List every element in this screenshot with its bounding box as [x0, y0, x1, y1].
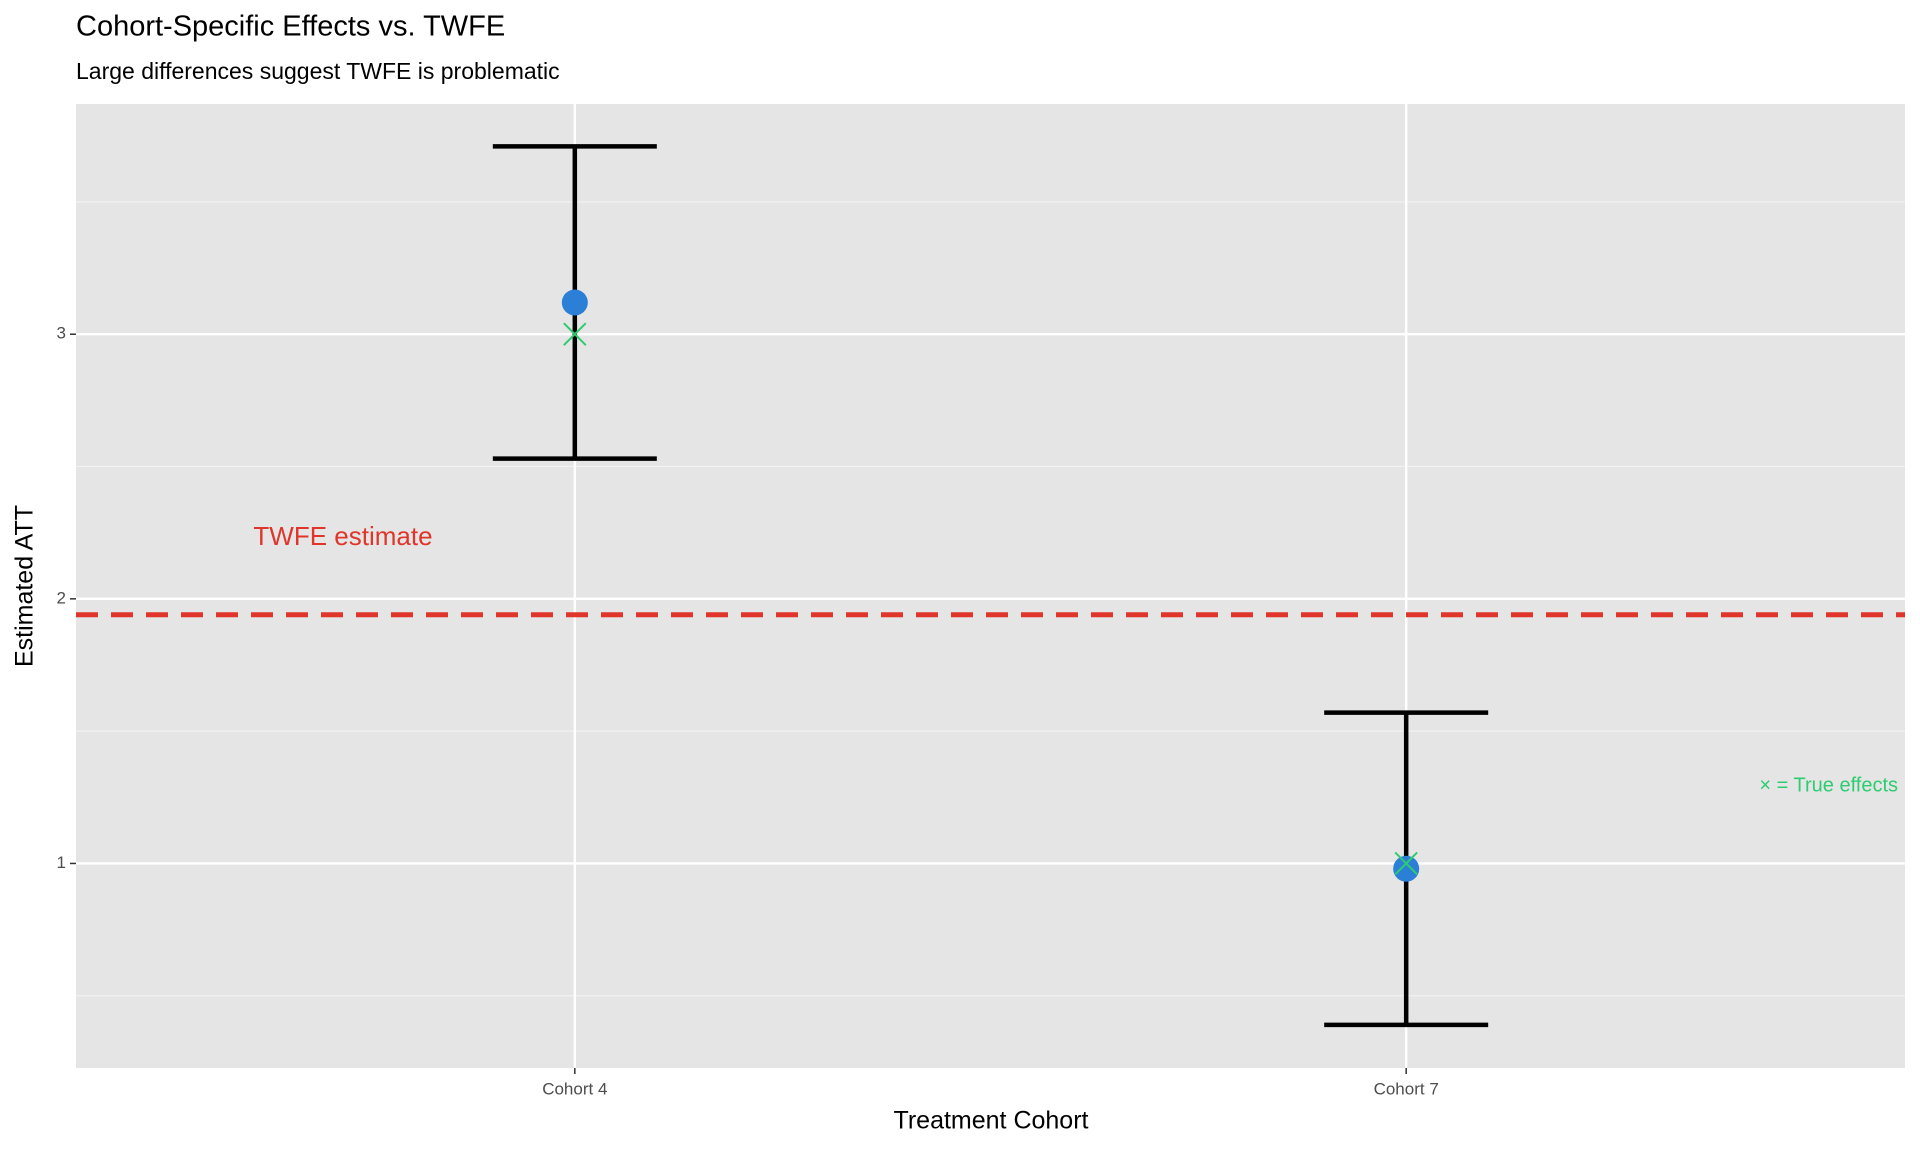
x-tick-label: Cohort 4	[542, 1079, 607, 1098]
annotation: TWFE estimate	[253, 521, 432, 551]
x-axis-title: Treatment Cohort	[894, 1107, 1089, 1135]
chart-subtitle: Large differences suggest TWFE is proble…	[76, 58, 560, 84]
point	[1393, 855, 1420, 882]
y-tick-label: 3	[57, 324, 66, 343]
true-effect	[563, 322, 587, 346]
true-effect	[1394, 851, 1418, 876]
point	[561, 289, 588, 316]
y-tick-label: 1	[57, 853, 66, 872]
annotation: × = True effects	[1759, 774, 1898, 796]
panel	[76, 104, 1905, 1068]
chart-title: Cohort-Specific Effects vs. TWFE	[76, 11, 505, 43]
y-tick-label: 2	[57, 588, 66, 607]
y-axis-title: Estimated ATT	[11, 505, 39, 667]
x-tick-label: Cohort 7	[1374, 1079, 1439, 1098]
